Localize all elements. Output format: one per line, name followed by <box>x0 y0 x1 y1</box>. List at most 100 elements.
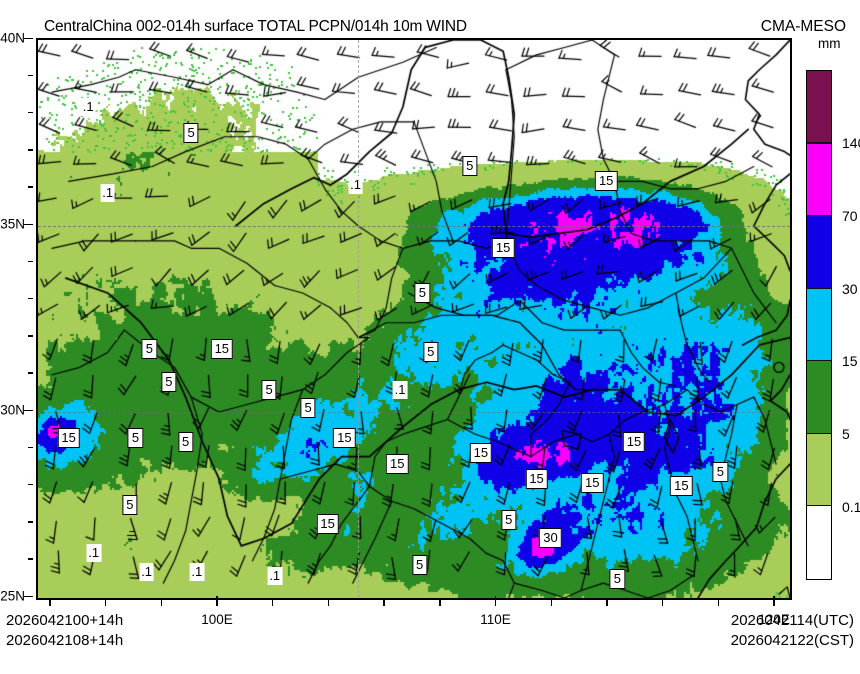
contour-label: .1 <box>80 97 96 116</box>
contour-label: 5 <box>411 554 428 575</box>
colorbar[interactable] <box>806 70 832 580</box>
lat-tick-mark <box>28 297 33 300</box>
colorbar-band[interactable] <box>807 71 831 144</box>
lon-tick-mark <box>383 600 385 606</box>
contour-label: 5 <box>141 338 158 359</box>
lat-tick-mark <box>24 37 33 39</box>
lon-tick-mark <box>550 600 552 606</box>
lat-tick-mark <box>24 223 33 225</box>
contour-label: 15 <box>491 238 515 259</box>
lat-tick-mark <box>28 149 33 151</box>
contour-label: 15 <box>210 338 234 359</box>
colorbar-band[interactable] <box>807 361 831 434</box>
colorbar-tick-label: 0.1 <box>842 499 860 516</box>
contour-label: .1 <box>348 176 363 195</box>
contour-label: .1 <box>392 380 408 399</box>
contour-label: 15 <box>581 472 604 493</box>
model-name-label: CMA-MESO <box>760 18 846 35</box>
lat-tick-mark <box>28 372 33 374</box>
colorbar-band[interactable] <box>807 288 831 362</box>
contour-label: 5 <box>177 431 194 452</box>
colorbar-tick-labels: 0.1 5 15 30 70 140 <box>806 70 860 580</box>
lat-tick-mark <box>28 74 33 77</box>
lat-tick-mark <box>28 186 33 188</box>
contour-label: 15 <box>622 431 646 452</box>
contour-label: .1 <box>86 544 102 563</box>
colorbar-separator <box>807 287 831 289</box>
page-title: CentralChina 002-014h surface TOTAL PCPN… <box>44 18 467 35</box>
footer-init-cst: 2026042108+14h <box>6 632 124 649</box>
contour-label: 15 <box>525 468 548 489</box>
contour-label: 5 <box>183 123 199 143</box>
lon-tick-mark <box>216 596 218 606</box>
lat-tick-mark <box>28 111 33 114</box>
lat-tick-label: 25N <box>0 588 25 604</box>
contour-label: 15 <box>57 428 80 449</box>
contour-label: 5 <box>423 342 439 363</box>
lat-tick-mark <box>28 446 33 449</box>
contour-label: 15 <box>670 476 693 497</box>
lon-tick-mark <box>661 600 664 606</box>
contour-label: 5 <box>414 282 430 303</box>
colorbar-tick-label: 5 <box>842 426 850 443</box>
lon-tick-mark <box>327 600 330 606</box>
contour-label: .1 <box>100 183 116 202</box>
colorbar-tick-label: 15 <box>842 353 858 370</box>
map-plot-area[interactable]: .1.1.1 5 5 15 15 5 5 15 5 5 5.1 5 15 5 5 15 15 15 5 15 15 15 1… <box>36 38 792 600</box>
precipitation-map-canvas <box>38 40 790 598</box>
longitude-axis: 100E 110E 120E <box>36 596 792 627</box>
lon-tick-mark <box>439 600 441 606</box>
contour-label: 5 <box>261 379 277 400</box>
colorbar-separator <box>807 142 831 144</box>
contour-label: 30 <box>539 528 562 549</box>
colorbar-tick-label: 30 <box>842 280 858 297</box>
lon-tick-mark <box>717 600 720 606</box>
lon-tick-mark <box>104 600 107 606</box>
colorbar-band[interactable] <box>807 143 831 217</box>
colorbar-band[interactable] <box>807 433 831 507</box>
contour-label: 15 <box>386 454 409 475</box>
contour-label: 15 <box>333 428 356 449</box>
lat-tick-mark <box>24 595 33 597</box>
contour-label: 15 <box>469 442 493 463</box>
lat-tick-label: 40N <box>0 30 25 46</box>
contour-label: 5 <box>300 398 316 419</box>
lat-tick-mark <box>24 409 33 411</box>
contour-label: 15 <box>594 171 618 192</box>
colorbar-separator <box>807 505 831 507</box>
lat-tick-mark <box>28 335 33 337</box>
lon-tick-mark <box>160 600 163 606</box>
contour-label: 5 <box>501 509 517 530</box>
lon-tick-label: 100E <box>201 612 233 627</box>
lon-tick-mark <box>271 600 274 606</box>
colorbar-band[interactable] <box>807 506 831 579</box>
footer-valid-utc: 2026042114(UTC) <box>730 612 854 629</box>
lat-tick-label: 35N <box>0 216 25 232</box>
footer-valid-cst: 2026042122(CST) <box>730 632 854 649</box>
colorbar-tick-label: 70 <box>842 207 858 224</box>
contour-label: 5 <box>712 461 728 482</box>
contour-label: 5 <box>609 569 625 590</box>
gridline-lon-105 <box>358 40 360 598</box>
colorbar-unit-label: mm <box>818 36 841 51</box>
lon-tick-mark <box>773 596 775 606</box>
lat-tick-mark <box>28 260 33 263</box>
lon-tick-label: 110E <box>480 612 511 627</box>
contour-label: 5 <box>161 372 177 393</box>
contour-label: 5 <box>462 156 478 177</box>
contour-label: .1 <box>189 562 205 581</box>
lat-tick-label: 30N <box>0 402 25 418</box>
contour-label: 15 <box>316 513 339 534</box>
colorbar-band[interactable] <box>807 216 831 289</box>
gridline-lat-35 <box>38 226 790 227</box>
footer-init-utc: 2026042100+14h <box>6 612 124 629</box>
lat-tick-mark <box>28 483 33 486</box>
contour-label: .1 <box>267 566 283 585</box>
contour-label: 5 <box>122 495 138 515</box>
lon-tick-mark <box>494 596 497 606</box>
lat-tick-mark <box>28 558 33 560</box>
lon-tick-mark <box>606 600 608 606</box>
lat-tick-mark <box>28 521 33 523</box>
lon-tick-mark <box>49 600 51 606</box>
